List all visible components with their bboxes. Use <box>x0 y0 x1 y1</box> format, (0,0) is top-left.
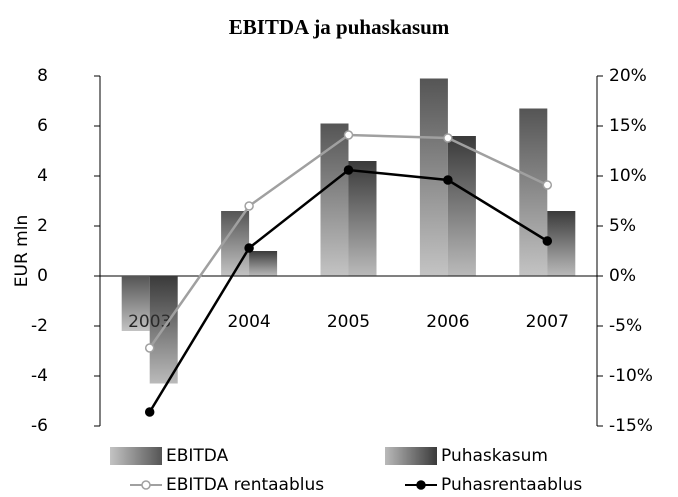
y2-tick-label: 15% <box>609 116 647 136</box>
y-axis-label: EUR mln <box>12 215 32 287</box>
legend-swatch <box>141 480 151 490</box>
x-tick-label: 2004 <box>227 312 270 332</box>
legend-swatch <box>416 480 426 490</box>
y-tick-label: -6 <box>31 416 48 436</box>
y-tick-label: 8 <box>37 66 48 86</box>
marker <box>443 133 453 143</box>
bar <box>447 136 476 276</box>
bar <box>221 211 250 276</box>
y-tick-label: 0 <box>37 266 48 286</box>
x-tick-label: 2006 <box>426 312 469 332</box>
chart-title: EBITDA ja puhaskasum <box>229 15 450 39</box>
y2-tick-label: 10% <box>609 166 647 186</box>
legend-swatch <box>110 447 162 465</box>
bar <box>519 108 548 276</box>
x-tick-label: 2005 <box>327 312 370 332</box>
y-tick-label: 6 <box>37 116 48 136</box>
bar <box>348 161 377 276</box>
marker <box>244 243 254 253</box>
marker <box>244 201 254 211</box>
marker <box>542 236 553 246</box>
bar <box>320 123 349 276</box>
y-tick-label: 2 <box>37 216 48 236</box>
bar <box>249 251 278 276</box>
y2-tick-label: -15% <box>609 416 653 436</box>
marker <box>343 130 354 140</box>
marker <box>443 175 453 185</box>
legend-label: Puhasrentaablus <box>441 475 582 495</box>
bar <box>121 276 150 331</box>
legend-swatch <box>385 447 437 465</box>
y-tick-label: 4 <box>37 166 48 186</box>
legend-label: EBITDA <box>166 446 229 466</box>
bar <box>547 211 576 276</box>
y2-tick-label: 20% <box>609 66 647 86</box>
marker <box>343 165 354 175</box>
y2-tick-label: 5% <box>609 216 636 236</box>
y2-tick-label: 0% <box>609 266 636 286</box>
legend-label: Puhaskasum <box>441 446 548 466</box>
marker <box>144 407 155 417</box>
marker <box>144 343 155 353</box>
marker <box>542 180 553 190</box>
y2-tick-label: -5% <box>609 316 642 336</box>
y-tick-label: -2 <box>31 316 48 336</box>
legend-label: EBITDA rentaablus <box>166 475 324 495</box>
y2-tick-label: -10% <box>609 366 653 386</box>
x-tick-label: 2007 <box>526 312 569 332</box>
y-tick-label: -4 <box>31 366 48 386</box>
